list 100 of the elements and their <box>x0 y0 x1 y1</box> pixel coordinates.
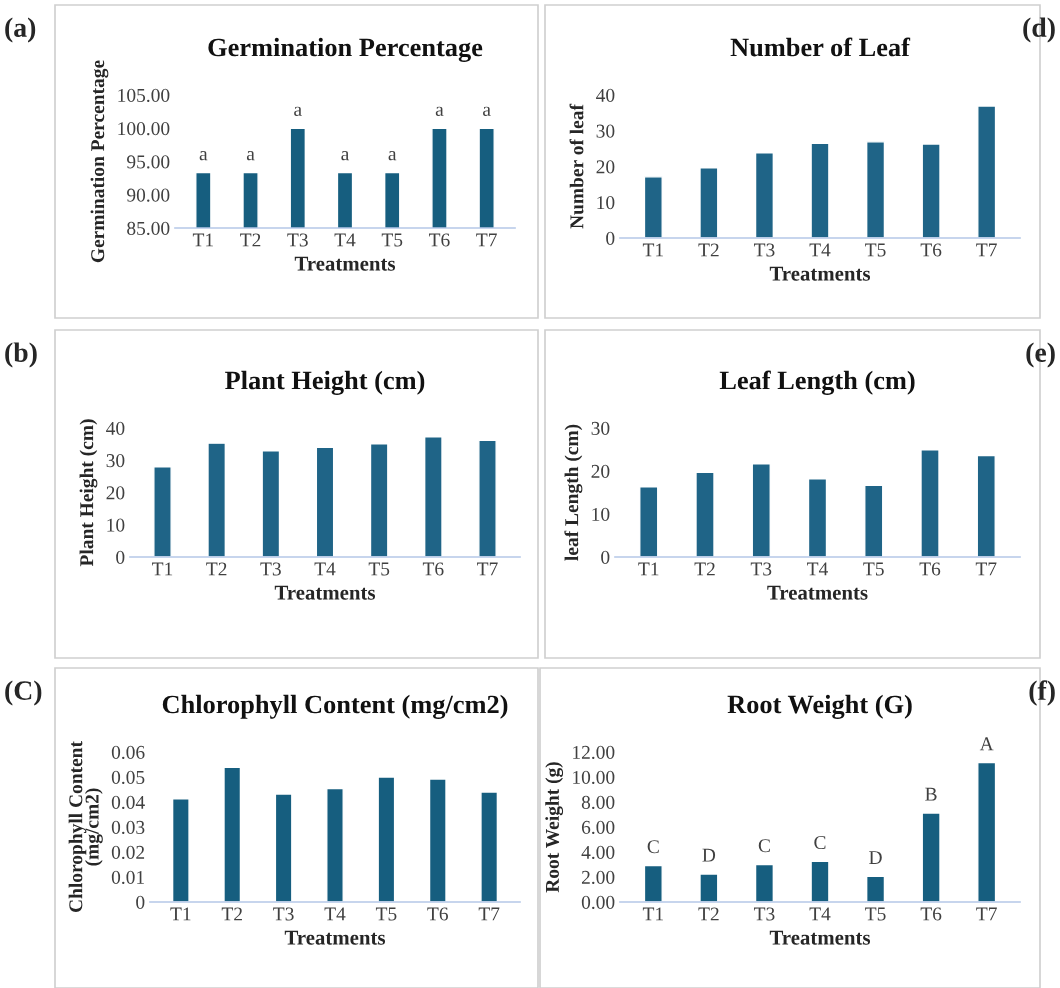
bar <box>326 787 344 902</box>
bar <box>423 436 443 557</box>
y-tick-label: 0.02 <box>111 845 145 860</box>
x-tick-label: T4 <box>334 233 356 247</box>
bar <box>699 167 719 238</box>
x-tick-label: T1 <box>152 562 173 576</box>
x-tick-label: T4 <box>324 907 346 921</box>
data-label: a <box>199 151 208 161</box>
x-tick-label: T7 <box>477 562 498 576</box>
x-tick-label: T6 <box>422 562 444 576</box>
bar <box>751 462 771 557</box>
y-tick-label: 10 <box>597 196 615 210</box>
data-label: A <box>979 737 994 751</box>
x-tick-label: T4 <box>807 562 828 576</box>
x-tick-label: T7 <box>975 562 997 576</box>
y-tick-label: 0.06 <box>111 745 145 760</box>
bar <box>977 105 997 238</box>
y-tick-label: 95.00 <box>127 155 170 169</box>
x-tick-label: T4 <box>314 562 336 576</box>
y-tick-label: 10 <box>107 518 125 532</box>
x-tick-label: T2 <box>221 907 242 921</box>
y-tick-label: 40 <box>596 88 615 102</box>
bar <box>754 863 775 902</box>
bar <box>695 471 715 557</box>
x-tick-label: T6 <box>919 562 941 576</box>
x-tick-label: T5 <box>381 233 403 247</box>
bar <box>274 793 293 902</box>
y-tick-label: 30 <box>106 454 125 468</box>
y-tick-label: 90.00 <box>127 188 170 202</box>
y-tick-label: 100.00 <box>118 122 170 136</box>
bar <box>865 875 886 902</box>
bar <box>261 450 281 557</box>
x-tick-label: T1 <box>638 562 659 576</box>
data-label: C <box>647 840 659 854</box>
x-axis-title: Treatments <box>284 930 386 945</box>
x-tick-label: T5 <box>368 562 390 576</box>
y-tick-label: 12.00 <box>573 745 615 760</box>
bar <box>699 873 719 902</box>
bar <box>807 478 828 557</box>
bar <box>920 449 940 557</box>
bar <box>369 443 389 557</box>
data-label: C <box>758 839 770 853</box>
text: (b) <box>5 342 37 368</box>
x-tick-label: T6 <box>920 243 942 257</box>
y-tick-label: 10 <box>592 507 610 521</box>
bar <box>864 484 884 557</box>
x-tick-label: T2 <box>698 907 719 921</box>
bar <box>377 776 396 902</box>
x-tick-label: T5 <box>865 907 886 921</box>
x-tick-label: T2 <box>694 562 715 576</box>
bar <box>315 446 335 557</box>
x-tick-label: T3 <box>754 907 775 921</box>
bar <box>810 142 830 238</box>
y-tick-label: 0 <box>116 550 125 564</box>
y-axis-title: Plant Height (cm) <box>79 419 98 567</box>
y-tick-label: 0.05 <box>111 770 145 785</box>
bar <box>865 141 886 238</box>
y-tick-label: 0.01 <box>111 870 144 885</box>
y-tick-label: 4.00 <box>581 845 615 860</box>
y-axis-title: leaf Length (cm) <box>564 424 583 561</box>
bar <box>643 864 663 902</box>
x-tick-label: T7 <box>976 907 997 921</box>
chart-title: Root Weight (G) <box>727 694 912 719</box>
x-tick-label: T7 <box>478 907 500 921</box>
x-tick-label: T7 <box>476 233 497 247</box>
x-tick-label: T7 <box>976 243 997 257</box>
y-tick-label: 20 <box>591 464 610 478</box>
x-tick-label: T2 <box>206 562 227 576</box>
x-tick-label: T1 <box>642 907 663 921</box>
x-axis-title: Treatments <box>769 266 871 281</box>
bar <box>171 798 190 902</box>
x-tick-label: T3 <box>273 907 294 921</box>
data-label: a <box>294 106 302 116</box>
text: (d) <box>1023 17 1055 43</box>
bar <box>921 812 941 902</box>
x-axis-title: Treatments <box>769 930 871 945</box>
chart-title: Chlorophyll Content (mg/cm2) <box>162 694 508 719</box>
x-tick-label: T5 <box>865 243 886 257</box>
bar <box>810 860 830 902</box>
x-tick-label: T3 <box>754 243 775 257</box>
data-label: D <box>702 848 716 862</box>
y-axis-title: Number of leaf <box>569 103 584 229</box>
data-label: a <box>435 106 444 116</box>
x-tick-label: T1 <box>642 243 663 257</box>
y-tick-label: 6.00 <box>581 820 615 835</box>
data-label: C <box>814 836 826 850</box>
x-tick-label: T2 <box>240 233 261 247</box>
y-tick-label: 8.00 <box>581 795 615 810</box>
x-tick-label: T6 <box>427 907 448 921</box>
y-axis-title: Root Weight (g) <box>545 762 564 893</box>
data-label: a <box>388 151 397 161</box>
chart-title: Leaf Length (cm) <box>719 370 915 395</box>
data-label: B <box>925 787 937 801</box>
bar <box>977 761 997 902</box>
data-label: D <box>869 851 882 864</box>
bar <box>153 466 172 557</box>
y-tick-label: 85.00 <box>127 221 170 236</box>
x-axis-title: Treatments <box>294 256 396 271</box>
chart-title: Number of Leaf <box>730 37 911 57</box>
bar <box>478 439 497 557</box>
